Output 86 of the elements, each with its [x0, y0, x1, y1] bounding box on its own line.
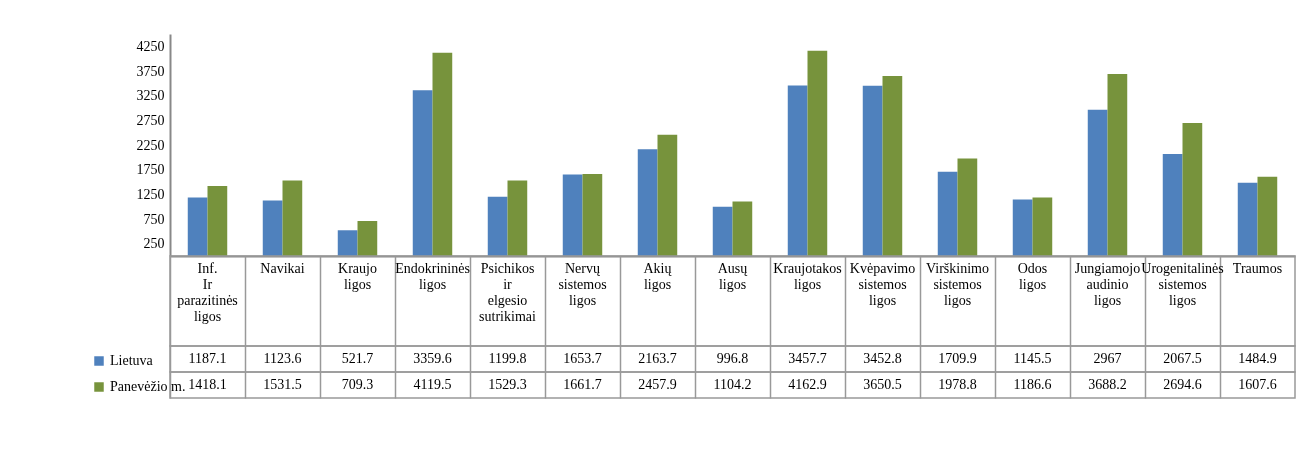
data-label: 2067.5 — [1163, 351, 1202, 366]
data-label: 3688.2 — [1088, 377, 1127, 392]
data-label: 1529.3 — [488, 377, 527, 392]
x-tick-label: Akių ligos — [643, 261, 672, 292]
bar — [412, 90, 433, 256]
x-tick-label: Endokrininės ligos — [395, 261, 470, 292]
x-tick-label: Inf. Ir parazitinės ligos — [177, 261, 238, 324]
data-label: 3359.6 — [413, 351, 452, 366]
data-label: 1187.1 — [188, 351, 227, 366]
y-tick-label: 1750 — [136, 162, 165, 178]
data-label: 1531.5 — [263, 377, 302, 392]
bar — [957, 158, 978, 256]
bar — [582, 174, 603, 256]
legend-label: Lietuva — [110, 353, 154, 368]
bar — [637, 149, 658, 256]
bar — [862, 85, 883, 256]
x-tick-label: Virškinimo sistemos ligos — [926, 261, 989, 308]
bar — [207, 186, 228, 256]
bar — [712, 206, 733, 256]
data-label: 1123.6 — [263, 351, 302, 366]
bar — [262, 200, 283, 256]
data-label: 2457.9 — [638, 377, 677, 392]
x-tick-label: Ausų ligos — [717, 261, 748, 292]
data-label: 1418.1 — [188, 377, 227, 392]
bar — [807, 50, 828, 256]
data-label: 2163.7 — [638, 351, 677, 366]
x-tick-label: Jungiamojo audinio ligos — [1074, 261, 1141, 308]
data-label: 1607.6 — [1238, 377, 1277, 392]
bar — [1012, 199, 1033, 256]
data-label: 3457.7 — [788, 351, 827, 366]
bar — [1162, 154, 1183, 256]
data-label: 1104.2 — [713, 377, 752, 392]
x-tick-label: Odos ligos — [1017, 261, 1048, 292]
y-tick-label: 2750 — [136, 112, 165, 128]
data-label: 1653.7 — [563, 351, 602, 366]
bar — [732, 201, 753, 256]
y-tick-label: 4250 — [136, 38, 165, 54]
data-label: 2694.6 — [1163, 377, 1202, 392]
bar — [507, 180, 528, 256]
x-tick-label: Urogenitalinės sistemos ligos — [1141, 261, 1224, 308]
data-label: 3650.5 — [863, 377, 902, 392]
x-tick-label: Kraujotakos ligos — [773, 261, 842, 292]
data-label: 1709.9 — [938, 351, 977, 366]
y-tick-label: 750 — [143, 211, 165, 227]
data-label: 4162.9 — [788, 377, 827, 392]
x-tick-label: Navikai — [260, 261, 305, 276]
x-tick-label: Nervų sistemos ligos — [558, 261, 607, 308]
data-label: 1484.9 — [1238, 351, 1277, 366]
bar — [187, 197, 208, 256]
bar — [562, 174, 583, 256]
bar — [1257, 176, 1278, 256]
data-label: 1199.8 — [488, 351, 527, 366]
bar — [1087, 109, 1108, 256]
y-tick-label: 250 — [143, 236, 165, 252]
x-tick-label: Psichikos ir elgesio sutrikimai — [479, 261, 536, 324]
bar — [1107, 74, 1128, 256]
data-label: 4119.5 — [413, 377, 452, 392]
data-label: 1145.5 — [1013, 351, 1052, 366]
legend-label: Panevėžio m. — [110, 379, 186, 394]
data-label: 1661.7 — [563, 377, 602, 392]
data-label: 1978.8 — [938, 377, 977, 392]
y-tick-label: 2250 — [136, 137, 165, 153]
bar — [882, 75, 903, 256]
y-tick-label: 1250 — [136, 186, 165, 202]
y-tick-label: 3250 — [136, 88, 165, 104]
bar — [1237, 182, 1258, 256]
data-label: 709.3 — [341, 377, 374, 392]
data-label: 521.7 — [341, 351, 374, 366]
bar — [657, 134, 678, 256]
bar — [787, 85, 808, 256]
data-label: 2967 — [1093, 351, 1122, 366]
x-tick-label: Kvėpavimo sistemos ligos — [849, 261, 916, 308]
bar — [937, 171, 958, 256]
bar — [1032, 197, 1053, 256]
bar — [487, 196, 508, 256]
bar — [282, 180, 303, 256]
x-tick-label: Kraujo ligos — [338, 261, 377, 292]
x-tick-label: Traumos — [1232, 261, 1283, 276]
bar — [357, 221, 378, 256]
data-label: 996.8 — [716, 351, 749, 366]
bar — [1182, 123, 1203, 256]
data-label: 1186.6 — [1013, 377, 1052, 392]
bar — [432, 52, 453, 256]
bar — [337, 230, 358, 256]
data-label: 3452.8 — [863, 351, 902, 366]
y-tick-label: 3750 — [136, 63, 165, 79]
